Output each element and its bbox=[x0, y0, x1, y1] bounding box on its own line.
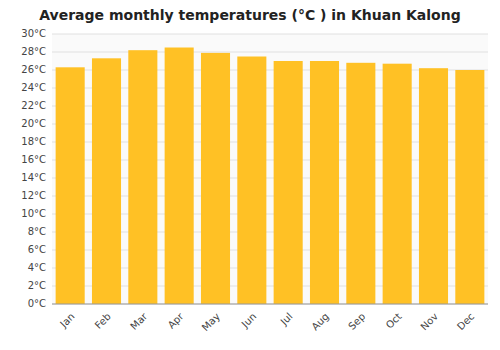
x-tick-label: May bbox=[200, 311, 222, 333]
bar bbox=[92, 58, 121, 304]
grid-line bbox=[52, 34, 488, 35]
bar bbox=[165, 48, 194, 305]
bar bbox=[237, 57, 266, 305]
y-tick-label: 16°C bbox=[21, 154, 46, 165]
y-tick-label: 4°C bbox=[28, 262, 46, 273]
y-tick-label: 12°C bbox=[21, 190, 46, 201]
bar bbox=[383, 64, 412, 304]
x-tick-label: Feb bbox=[93, 311, 113, 331]
x-tick-label: Sep bbox=[346, 311, 367, 332]
bar bbox=[56, 67, 85, 304]
x-tick-label: Dec bbox=[455, 311, 476, 332]
bar bbox=[455, 70, 484, 304]
y-tick-label: 2°C bbox=[28, 280, 46, 291]
bar bbox=[274, 61, 303, 304]
x-tick-label: Mar bbox=[128, 310, 150, 332]
bar bbox=[419, 68, 448, 304]
x-tick-label: Jun bbox=[239, 311, 259, 331]
y-tick-label: 14°C bbox=[21, 172, 46, 183]
y-tick-label: 30°C bbox=[21, 28, 46, 39]
x-tick-label: Oct bbox=[384, 311, 404, 331]
x-tick-label: Jan bbox=[57, 311, 76, 330]
y-tick-label: 8°C bbox=[28, 226, 46, 237]
grid-line bbox=[52, 304, 488, 305]
y-tick-label: 24°C bbox=[21, 82, 46, 93]
bars bbox=[56, 48, 485, 305]
x-tick-label: Apr bbox=[166, 310, 187, 331]
bar bbox=[346, 63, 375, 304]
y-tick-label: 0°C bbox=[28, 298, 46, 309]
bar bbox=[310, 61, 339, 304]
y-tick-label: 20°C bbox=[21, 118, 46, 129]
title: Average monthly temperatures (°C ) in Kh… bbox=[39, 7, 460, 23]
plot-area bbox=[52, 34, 488, 304]
y-tick-label: 28°C bbox=[21, 46, 46, 57]
bar bbox=[201, 53, 230, 304]
grid-line bbox=[52, 52, 488, 53]
x-axis-line bbox=[52, 304, 488, 305]
grid bbox=[52, 34, 488, 304]
y-tick-label: 26°C bbox=[21, 64, 46, 75]
y-tick-label: 10°C bbox=[21, 208, 46, 219]
chart: Average monthly temperatures (°C ) in Kh… bbox=[0, 0, 500, 350]
y-tick-label: 6°C bbox=[28, 244, 46, 255]
x-tick-label: Jul bbox=[278, 311, 295, 328]
x-tick-label: Nov bbox=[418, 311, 440, 333]
y-tick-label: 22°C bbox=[21, 100, 46, 111]
bar bbox=[128, 50, 157, 304]
x-tick-label: Aug bbox=[309, 311, 331, 333]
y-tick-label: 18°C bbox=[21, 136, 46, 147]
